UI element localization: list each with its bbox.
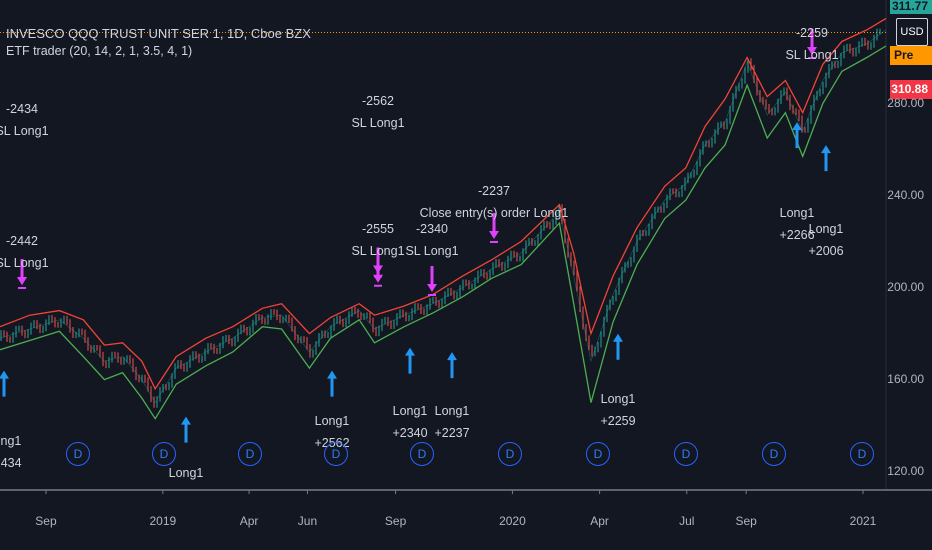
signal-label: Long1 +2266 [779,206,815,242]
dividend-marker[interactable]: D [66,442,90,466]
dividend-marker[interactable]: D [410,442,434,466]
entry-signal-arrow [447,352,457,379]
y-tick-label: 120.00 [887,463,924,478]
y-tick-label: 280.00 [887,95,924,110]
dividend-marker[interactable]: D [850,442,874,466]
signal-label: Long1 +2259 [600,392,636,428]
dividend-marker[interactable]: D [324,442,348,466]
premarket-badge: Pre 311.34 [890,46,932,81]
x-tick-label: Apr [590,514,609,528]
y-tick-label: 240.00 [887,187,924,202]
signal-label: -2340 SL Long1 [405,222,459,258]
dividend-marker[interactable]: D [152,442,176,466]
signal-label: Long1 +2006 [808,222,844,258]
x-tick-label: 2021 [849,514,877,528]
entry-signal-arrow [405,347,415,374]
entry-signal-arrow [327,370,337,397]
x-tick-label: Jul [679,514,695,528]
premarket-label: Pre [894,48,914,62]
signal-label: -2442 SL Long1 [0,234,49,270]
dividend-marker[interactable]: D [586,442,610,466]
x-tick-label: Sep [35,514,57,528]
exit-signal-arrow [17,259,27,290]
dividend-marker[interactable]: D [238,442,262,466]
x-tick-label: 2019 [149,514,177,528]
signal-label: -2434 SL Long1 [0,102,49,138]
signal-label: -2237 Close entry(s) order Long1 [419,184,569,220]
x-tick-label: Sep [384,514,407,528]
exit-signal-arrow [427,265,437,296]
signal-label: -2259 SL Long1 [785,26,839,62]
y-tick-label: 200.00 [887,279,924,294]
exit-signal-arrow [373,256,383,287]
symbol-title[interactable]: INVESCO QQQ TRUST UNIT SER 1, 1D, Cboe B… [6,26,311,41]
x-tick-label: Sep [735,514,757,528]
signal-label: -2562 SL Long1 [351,94,405,130]
entry-signal-arrow [613,333,623,360]
x-tick-label: Apr [239,514,259,528]
close-price-badge: 310.88 [890,80,932,99]
signal-label: Long1 +2237 [434,404,470,440]
signal-label: -2555 SL Long1 [351,222,405,258]
exit-signal-arrow [807,29,817,60]
last-price-badge: 311.77 [890,0,932,14]
currency-button[interactable]: USD [896,18,928,46]
entry-signal-arrow [0,370,9,397]
premarket-price: 311.34 [891,67,928,81]
x-tick-label: 2020 [499,514,526,528]
y-tick-label: 160.00 [887,371,924,386]
entry-signal-arrow [792,122,802,149]
dividend-marker[interactable]: D [498,442,522,466]
entry-signal-arrow [181,416,191,443]
x-tick-label: Jun [297,514,318,528]
series-upper-band [0,17,887,391]
exit-signal-arrow [489,213,499,244]
signal-label: Long1 +2340 [392,404,428,440]
entry-signal-arrow [821,145,831,172]
signal-label: Long1+2434 [0,434,22,470]
dividend-marker[interactable]: D [674,442,698,466]
signal-label: Long1 [168,466,204,480]
series-close [0,29,887,404]
indicator-title[interactable]: ETF trader (20, 14, 2, 1, 3.5, 4, 1) [6,44,193,58]
series-lower-band [0,45,887,420]
dividend-marker[interactable]: D [762,442,786,466]
